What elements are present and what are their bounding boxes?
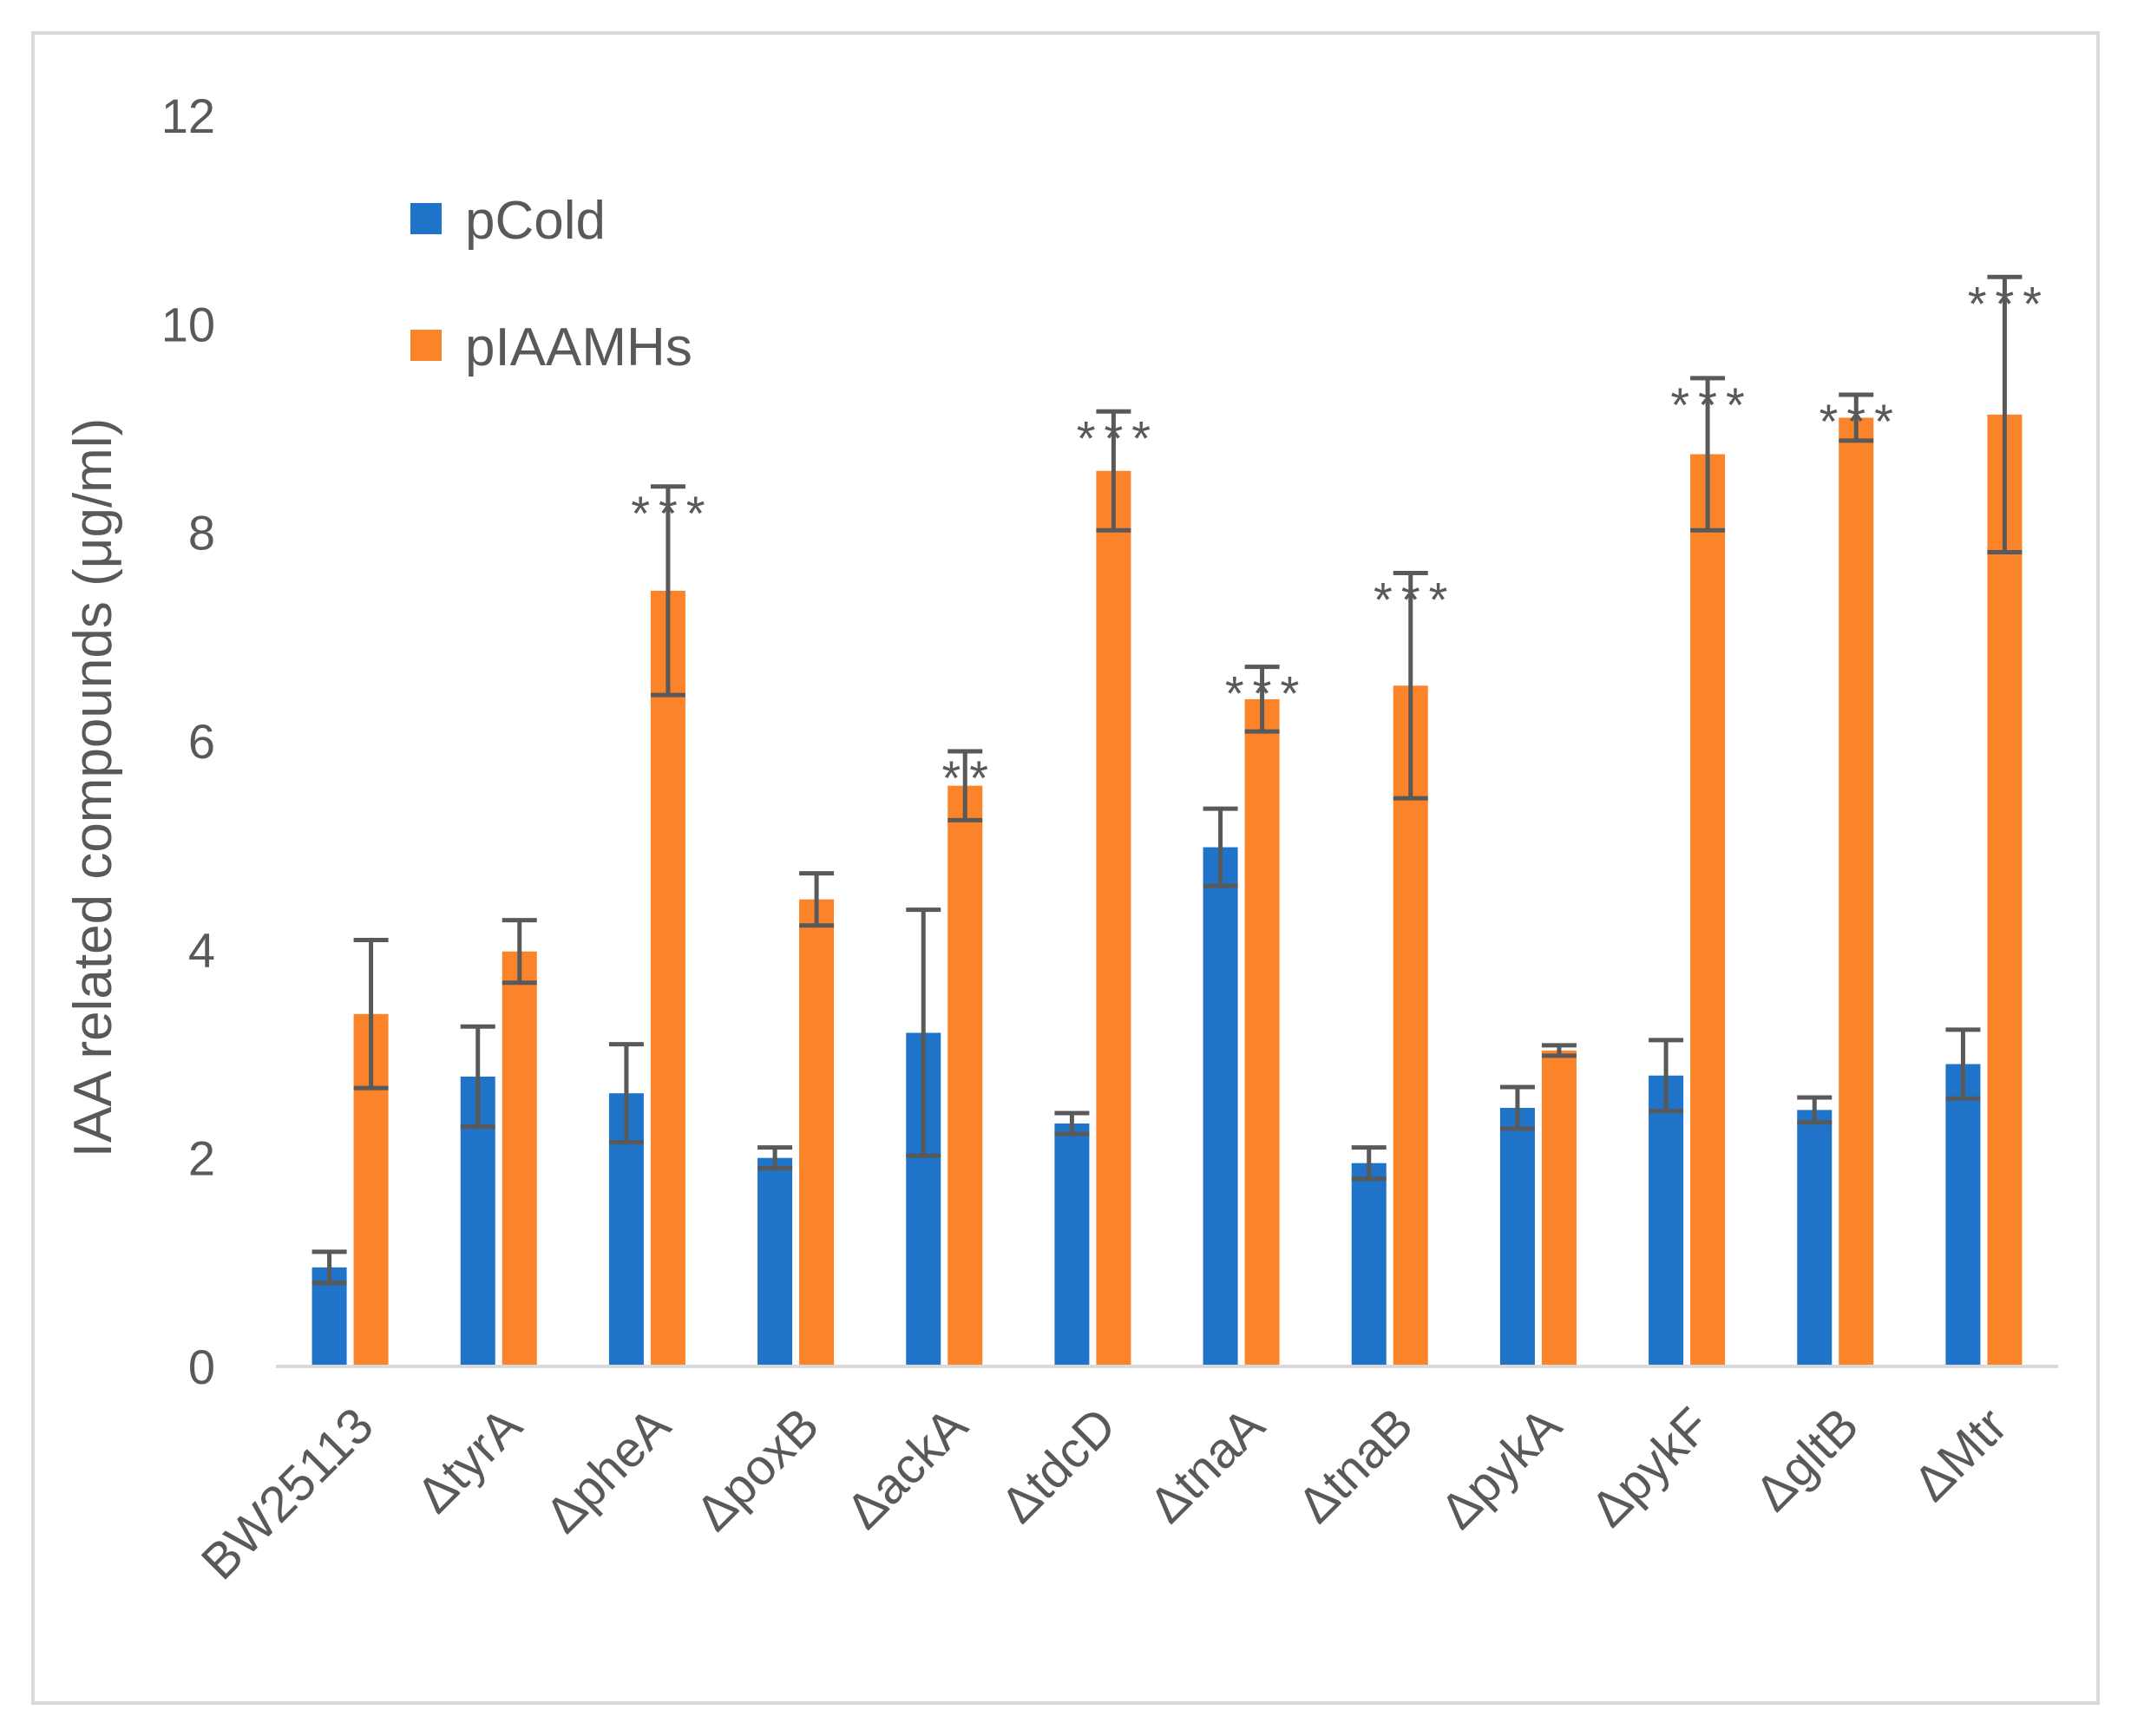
error-bar-piaamhs-1 [502,918,537,986]
bar-piaamhs-11 [1987,414,2023,1367]
bar-pcold-3 [757,1157,793,1366]
category-label-5: ΔtdcD [990,1397,1127,1534]
category-label-11: ΔMtr [1903,1397,2018,1512]
significance-marker-6: *** [1225,666,1308,721]
significance-marker-9: *** [1670,377,1753,432]
error-bar-pcold-4 [906,907,941,1158]
category-label-10: ΔgltB [1744,1397,1869,1522]
bar-piaamhs-3 [799,899,835,1366]
error-bar-piaamhs-8 [1541,1043,1577,1058]
significance-marker-2: *** [631,486,713,540]
y-tick-label: 0 [188,1340,215,1394]
error-bar-piaamhs-9 [1690,376,1726,533]
bar-pcold-5 [1054,1123,1090,1366]
error-bar-piaamhs-3 [799,871,835,928]
error-bar-pcold-3 [757,1145,793,1171]
category-labels: BW25113 ΔtyrA ΔpheA ΔpoxB ΔackA ΔtdcD ΔtnaA Δtn… [191,1397,2018,1590]
y-tick-label: 6 [188,714,215,769]
bar-pcold-7 [1351,1163,1387,1366]
bar-piaamhs-1 [502,951,537,1366]
y-tick-label: 12 [161,88,215,143]
y-axis-title: IAA related compounds (μg/ml) [63,418,123,1157]
error-bar-pcold-8 [1499,1084,1535,1131]
bar-pcold-6 [1203,847,1238,1366]
error-bar-pcold-9 [1649,1038,1684,1114]
bar-pcold-11 [1945,1064,1981,1366]
significance-markers: ***************** ****** [631,276,2050,805]
significance-marker-10: *** [1820,394,1902,449]
y-axis-ticks: 0 2 4 6 8 10 12 [161,88,215,1394]
category-label-2: ΔpheA [534,1397,681,1543]
bar-piaamhs-5 [1096,470,1131,1366]
bar-piaamhs-6 [1244,698,1280,1366]
bar-piaamhs-8 [1541,1050,1577,1366]
significance-marker-11: *** [1968,276,2050,331]
bar-pcold-8 [1499,1107,1535,1366]
legend-label-piaamhs: pIAAMHs [465,318,692,377]
bar-piaamhs-2 [650,590,685,1366]
error-bar-piaamhs-6 [1244,665,1280,734]
bar-pcold-9 [1649,1075,1684,1366]
y-tick-label: 2 [188,1131,215,1186]
error-bar-pcold-2 [608,1042,644,1145]
error-bar-pcold-6 [1203,806,1238,888]
error-bar-piaamhs-0 [353,938,389,1091]
significance-marker-5: *** [1077,410,1159,465]
error-bar-pcold-0 [311,1249,347,1286]
legend-swatch-piaamhs [410,330,442,361]
category-label-6: ΔtnaA [1138,1397,1275,1534]
y-tick-label: 10 [161,297,215,351]
error-bar-piaamhs-2 [650,484,685,698]
error-bar-pcold-10 [1797,1095,1833,1125]
error-bar-piaamhs-4 [947,749,983,822]
error-bar-pcold-7 [1351,1145,1387,1182]
bar-pcold-10 [1797,1110,1833,1366]
category-label-1: ΔtyrA [406,1397,533,1523]
error-bar-pcold-1 [460,1024,495,1130]
y-tick-label: 4 [188,922,215,977]
error-bar-piaamhs-11 [1987,274,2023,554]
bar-piaamhs-10 [1839,417,1874,1366]
significance-marker-4: ** [941,750,997,805]
category-label-9: ΔpykF [1580,1397,1721,1537]
significance-marker-7: *** [1374,573,1456,627]
category-label-0: BW25113 [191,1397,384,1590]
y-tick-label: 8 [188,506,215,560]
bars [311,414,2023,1367]
category-label-4: ΔackA [836,1397,979,1540]
bar-piaamhs-9 [1690,454,1726,1366]
legend-label-pcold: pCold [465,191,606,251]
error-bar-piaamhs-10 [1839,392,1874,443]
chart-frame [31,31,2100,1705]
error-bars [311,274,2023,1286]
error-bar-piaamhs-5 [1096,409,1131,533]
error-bar-piaamhs-7 [1393,571,1428,801]
error-bar-pcold-5 [1054,1110,1090,1137]
error-bar-pcold-11 [1945,1027,1981,1101]
category-label-8: ΔpykA [1430,1397,1573,1540]
category-label-7: ΔtnaB [1287,1397,1424,1534]
legend: pCold pIAAMHs [410,191,692,377]
category-label-3: ΔpoxB [685,1397,829,1542]
legend-swatch-pcold [410,203,442,234]
bar-piaamhs-4 [947,785,983,1366]
